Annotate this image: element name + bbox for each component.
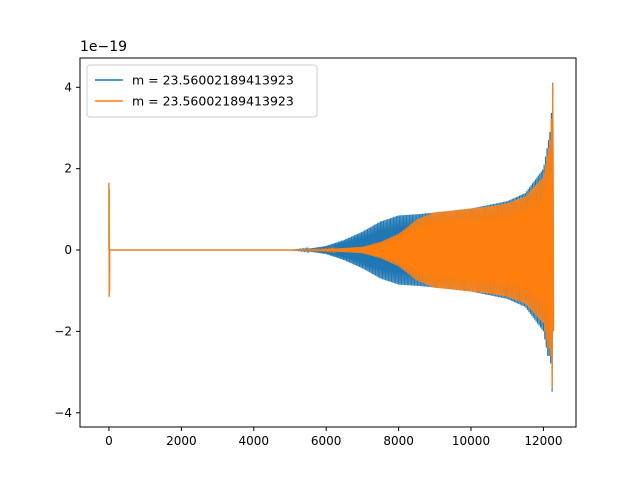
x-tick-label: 10000	[452, 434, 490, 448]
legend-box	[86, 64, 318, 118]
y-tick-label: 2	[64, 162, 72, 176]
legend-label: m = 23.56002189413923	[132, 94, 294, 109]
y-axis: −4 −2 0 2 4	[54, 80, 80, 420]
series-line-2	[108, 83, 555, 389]
y-scale-label: 1e−19	[80, 39, 127, 55]
legend-label: m = 23.56002189413923	[132, 73, 294, 88]
x-axis: 0 2000 4000 6000 8000 10000 12000	[105, 427, 563, 448]
axes-frame	[79, 57, 577, 428]
x-tick-label: 4000	[239, 434, 270, 448]
plot-area	[108, 82, 555, 392]
y-tick-label: −2	[54, 324, 72, 338]
y-tick-label: 4	[64, 80, 72, 94]
y-tick-label: −4	[54, 406, 72, 420]
x-tick-label: 8000	[383, 434, 414, 448]
x-tick-label: 6000	[311, 434, 342, 448]
x-tick-label: 12000	[524, 434, 562, 448]
x-tick-label: 0	[105, 434, 113, 448]
x-tick-label: 2000	[166, 434, 197, 448]
legend: m = 23.56002189413923 m = 23.560021894139…	[86, 64, 318, 118]
y-tick-label: 0	[64, 243, 72, 257]
